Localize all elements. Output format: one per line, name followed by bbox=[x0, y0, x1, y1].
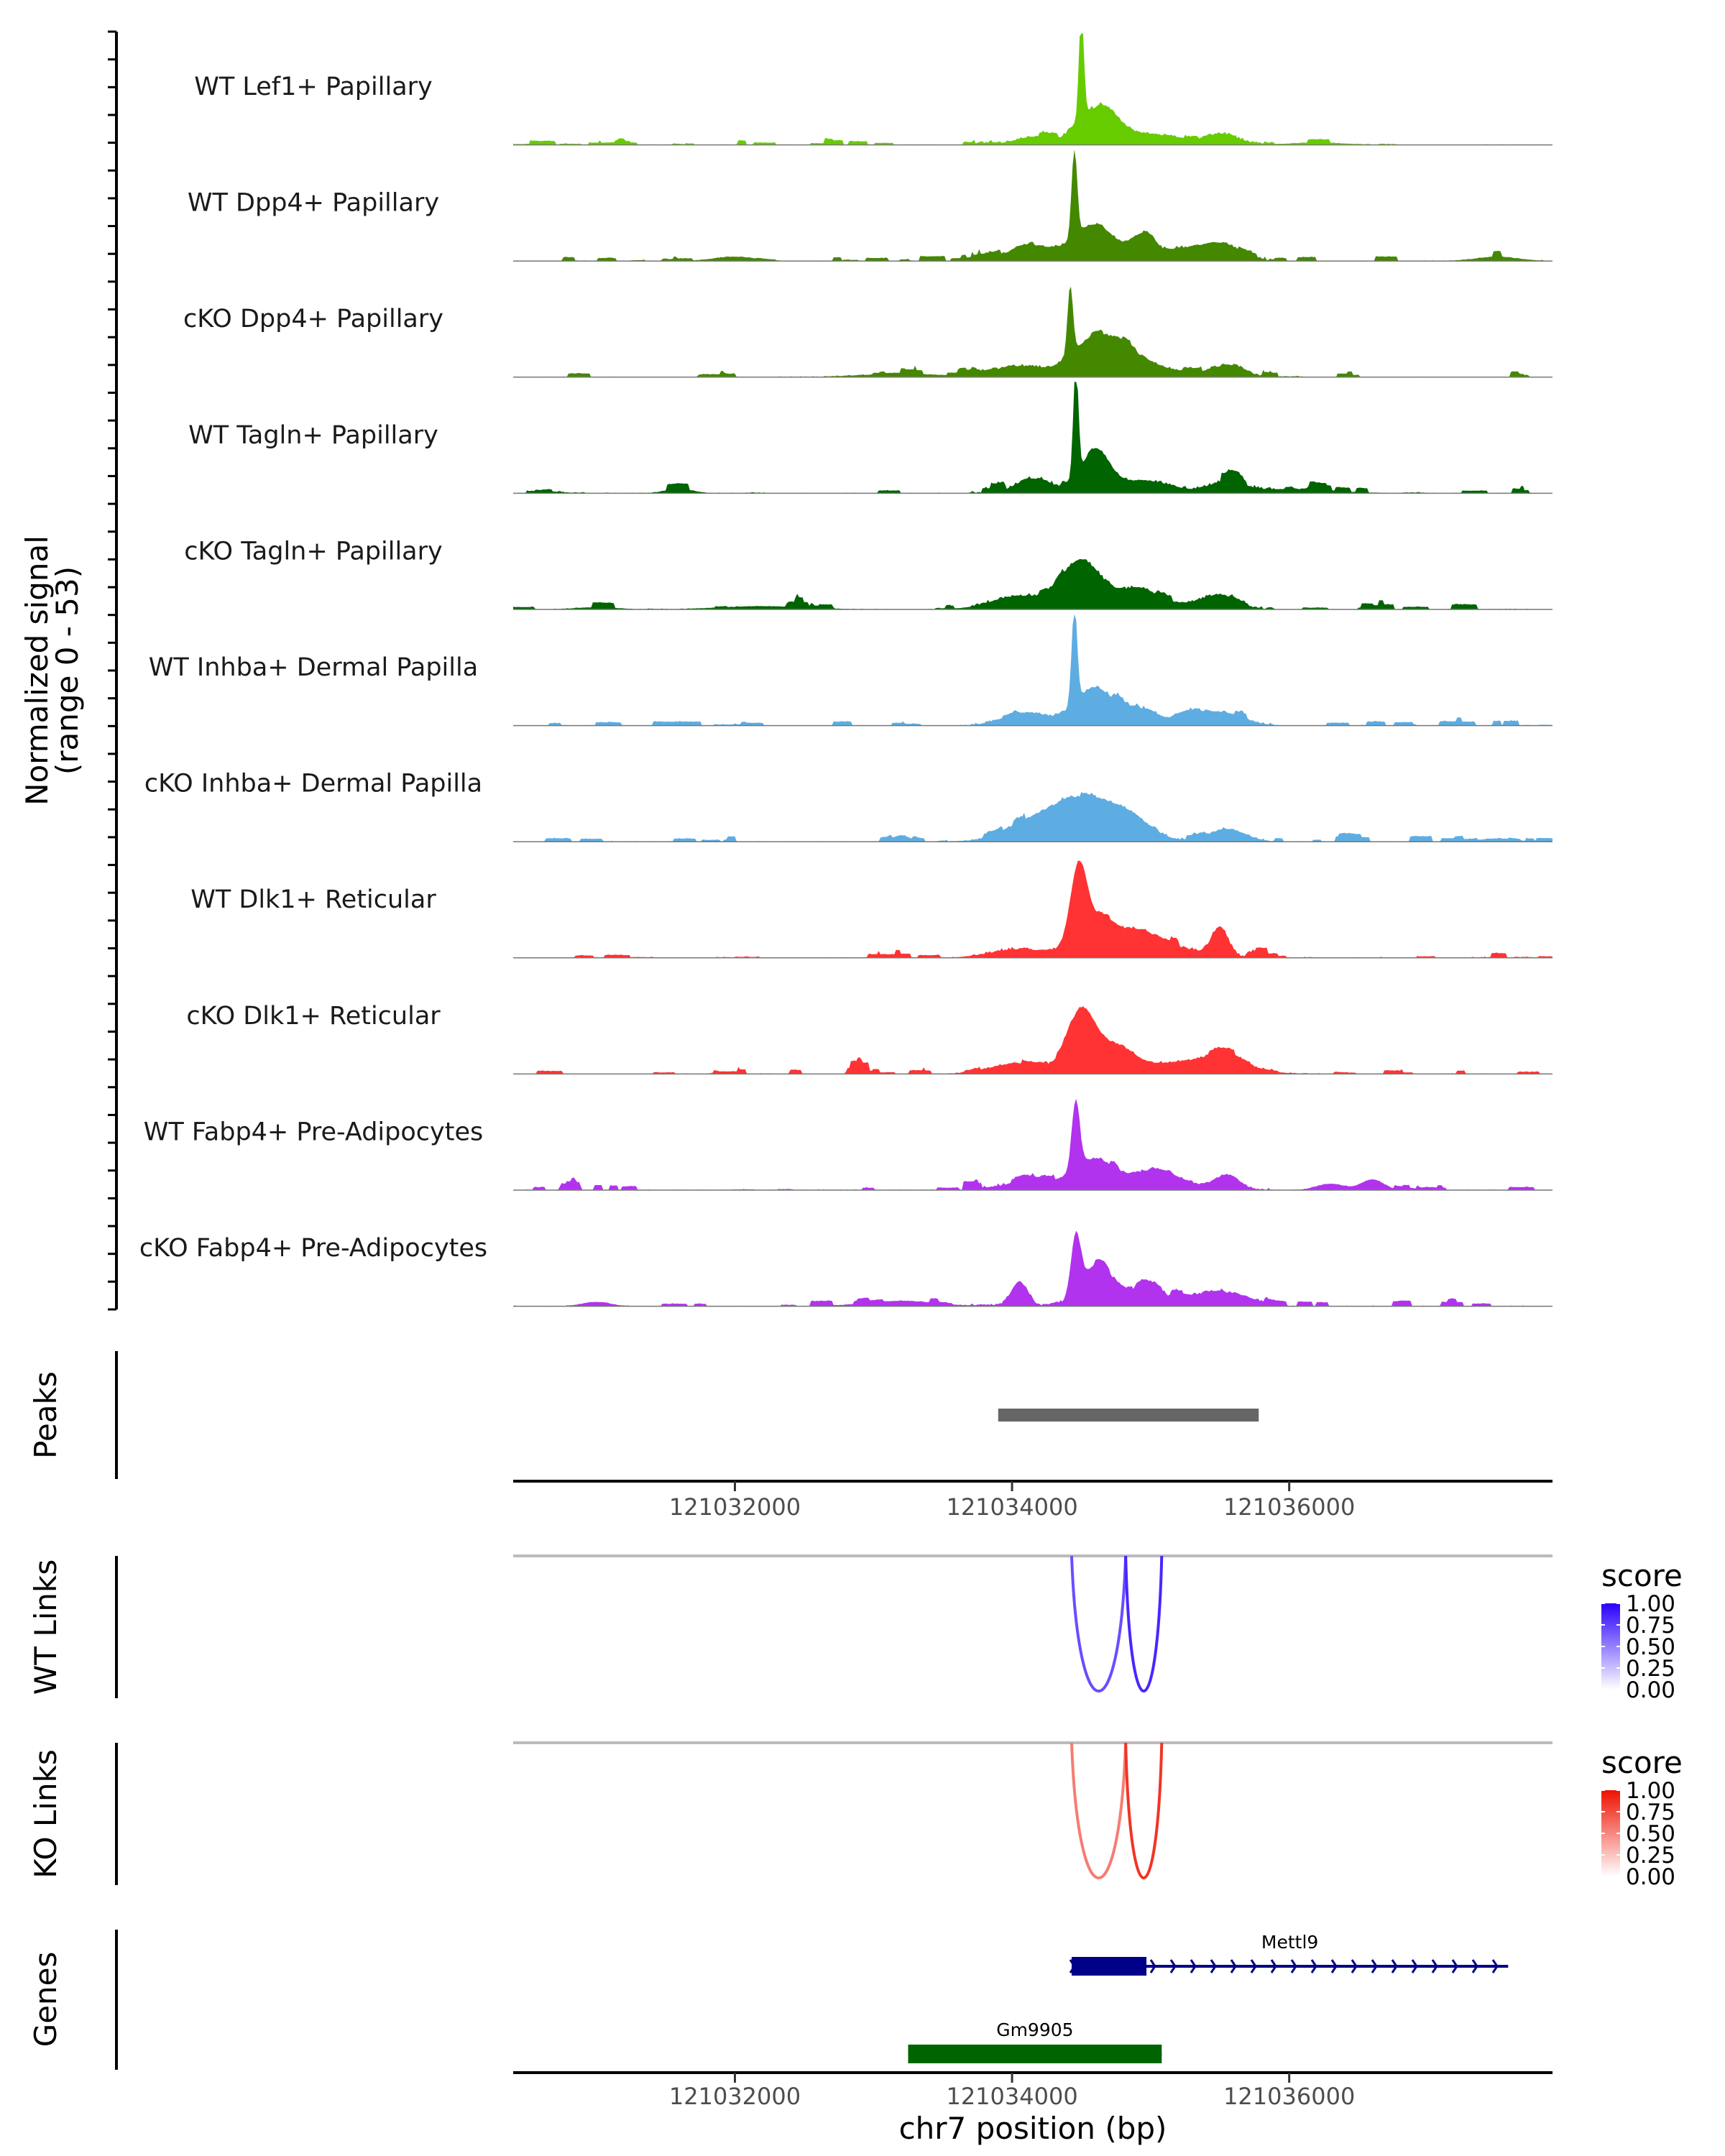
coverage-track: cKO Inhba+ Dermal Papilla bbox=[144, 770, 1552, 842]
gene-strand-arrow bbox=[1230, 1959, 1237, 1973]
gene-exon bbox=[908, 2045, 1162, 2063]
links-legend-tick-label: 0.50 bbox=[1626, 1821, 1675, 1847]
coverage-track-label: WT Dpp4+ Papillary bbox=[188, 189, 439, 218]
coverage-track: cKO Dlk1+ Reticular bbox=[186, 1002, 1552, 1075]
genes-x-tick-label: 121032000 bbox=[669, 2083, 801, 2110]
link-arc bbox=[1124, 1555, 1164, 1693]
coverage-y-axis-label-line1: Normalized signal bbox=[19, 535, 55, 806]
coverage-track-label: cKO Dlk1+ Reticular bbox=[186, 1002, 441, 1031]
gene-strand-arrow bbox=[1169, 1959, 1177, 1973]
gene-strand-arrow bbox=[1451, 1959, 1458, 1973]
gene-label: Mettl9 bbox=[1261, 1932, 1318, 1953]
gene-label: Gm9905 bbox=[996, 2019, 1073, 2040]
gene-strand-arrow bbox=[1310, 1959, 1317, 1973]
gene-strand-arrow bbox=[1250, 1959, 1257, 1973]
coverage-track: cKO Dpp4+ Papillary bbox=[183, 286, 1552, 378]
links-legend-tick-label: 1.00 bbox=[1626, 1591, 1675, 1617]
coverage-track: WT Dlk1+ Reticular bbox=[190, 860, 1552, 959]
coverage-area bbox=[513, 791, 1552, 842]
coverage-track-label: WT Lef1+ Papillary bbox=[194, 73, 433, 101]
links-legend-tick-label: 0.25 bbox=[1626, 1843, 1675, 1869]
peak-region bbox=[998, 1409, 1259, 1422]
coverage-track: cKO Tagln+ Papillary bbox=[184, 537, 1552, 610]
link-arc bbox=[1070, 1555, 1128, 1693]
gene-strand-arrow bbox=[1109, 1959, 1116, 1973]
coverage-track: WT Fabp4+ Pre-Adipocytes bbox=[144, 1098, 1552, 1191]
links-label: KO Links bbox=[28, 1749, 63, 1879]
coverage-track: cKO Fabp4+ Pre-Adipocytes bbox=[139, 1230, 1552, 1307]
links-legend-tick-label: 0.50 bbox=[1626, 1634, 1675, 1660]
genes-panel: Genes Mettl9 Gm9905 121032000 121034000 12103… bbox=[28, 1930, 1552, 2146]
links-label: WT Links bbox=[28, 1560, 63, 1695]
coverage-track-label: WT Tagln+ Papillary bbox=[188, 421, 438, 450]
gene-strand-arrow bbox=[1330, 1959, 1338, 1973]
gene-strand-arrow bbox=[1431, 1959, 1438, 1973]
links-legend-tick-label: 0.75 bbox=[1626, 1800, 1675, 1825]
gene-strand-arrow bbox=[1290, 1959, 1297, 1973]
links-legend-tick-label: 0.75 bbox=[1626, 1613, 1675, 1639]
coverage-track: WT Tagln+ Papillary bbox=[188, 382, 1552, 494]
gene-strand-arrow bbox=[1391, 1959, 1398, 1973]
links-legend-tick-label: 0.00 bbox=[1626, 1677, 1675, 1703]
gene-strand-arrow bbox=[1190, 1959, 1197, 1973]
links-legend-title: score bbox=[1601, 1558, 1683, 1593]
gene-strand-arrow bbox=[1270, 1959, 1277, 1973]
coverage-track-label: cKO Tagln+ Papillary bbox=[184, 537, 443, 566]
gene-model: Mettl9 bbox=[1069, 1932, 1509, 1976]
coverage-panel: Normalized signal(range 0 - 53) WT Lef1+ … bbox=[19, 30, 1552, 1311]
coverage-track-label: WT Inhba+ Dermal Papilla bbox=[149, 653, 478, 682]
peaks-label: Peaks bbox=[28, 1371, 63, 1459]
peaks-panel: Peaks 121032000 121034000 121036000 bbox=[28, 1351, 1552, 1521]
gene-strand-arrow bbox=[1129, 1959, 1136, 1973]
peaks-x-tick-label: 121036000 bbox=[1223, 1493, 1355, 1521]
gene-strand-arrow bbox=[1210, 1959, 1217, 1973]
links-legend-tick-label: 0.00 bbox=[1626, 1864, 1675, 1890]
coverage-y-axis-label: Normalized signal(range 0 - 53) bbox=[19, 535, 85, 806]
genes-x-tick-label: 121036000 bbox=[1223, 2083, 1355, 2110]
genes-x-axis-label: chr7 position (bp) bbox=[899, 2111, 1167, 2146]
gene-strand-arrow bbox=[1149, 1959, 1156, 1973]
gene-model: Gm9905 bbox=[908, 2019, 1162, 2063]
gene-strand-arrow bbox=[1351, 1959, 1358, 1973]
gene-strand-arrow bbox=[1471, 1959, 1478, 1973]
genes-x-tick-label: 121034000 bbox=[946, 2083, 1077, 2110]
coverage-y-axis-label-line2: (range 0 - 53) bbox=[50, 566, 85, 775]
coverage-track: WT Dpp4+ Papillary bbox=[188, 149, 1552, 262]
coverage-track-label: cKO Inhba+ Dermal Papilla bbox=[144, 770, 482, 798]
peaks-x-tick-label: 121032000 bbox=[669, 1493, 801, 1521]
gene-strand-arrow bbox=[1491, 1959, 1499, 1973]
coverage-track-label: cKO Fabp4+ Pre-Adipocytes bbox=[139, 1234, 487, 1263]
coverage-track-label: cKO Dpp4+ Papillary bbox=[183, 305, 443, 333]
gene-strand-arrow bbox=[1371, 1959, 1378, 1973]
coverage-track: WT Lef1+ Papillary bbox=[194, 33, 1552, 146]
link-arc bbox=[1070, 1742, 1128, 1880]
genes-label: Genes bbox=[28, 1952, 63, 2047]
link-arc bbox=[1124, 1742, 1164, 1880]
links-legend-title: score bbox=[1601, 1745, 1683, 1780]
peaks-x-tick-label: 121034000 bbox=[946, 1493, 1077, 1521]
links-legend-tick-label: 1.00 bbox=[1626, 1778, 1675, 1804]
coverage-track: WT Inhba+ Dermal Papilla bbox=[149, 614, 1552, 727]
coverage-area bbox=[513, 559, 1552, 609]
gene-strand-arrow bbox=[1411, 1959, 1418, 1973]
coverage-track-label: WT Dlk1+ Reticular bbox=[190, 885, 436, 914]
links-legend-tick-label: 0.25 bbox=[1626, 1656, 1675, 1682]
coverage-track-label: WT Fabp4+ Pre-Adipocytes bbox=[144, 1118, 483, 1146]
gene-strand-arrow bbox=[1089, 1959, 1096, 1973]
gene-strand-arrow bbox=[1069, 1959, 1076, 1973]
